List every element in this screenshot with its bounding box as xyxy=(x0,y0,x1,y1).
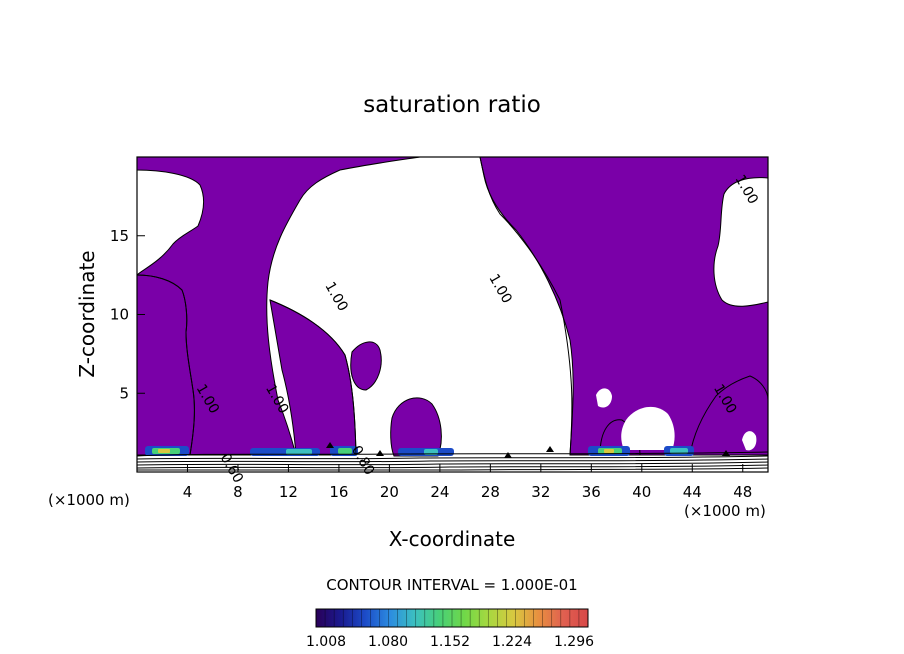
subsat-gap-c xyxy=(742,431,757,451)
colorbar-tick-label: 1.008 xyxy=(306,634,346,650)
contour-interval-label: CONTOUR INTERVAL = 1.000E-01 xyxy=(326,576,577,594)
marker-5 xyxy=(722,450,730,456)
unity-contour-center xyxy=(269,299,357,456)
y-tick-label: 5 xyxy=(119,384,129,402)
colorbar: 1.008 1.080 1.152 1.224 1.296 xyxy=(306,608,594,650)
x-tick-label: 28 xyxy=(481,483,500,501)
x-tick-label: 44 xyxy=(683,483,702,501)
saturation-bubble-a xyxy=(350,341,382,391)
x-tick-label: 12 xyxy=(279,483,298,501)
contour-line-6 xyxy=(137,467,768,471)
surface-markers xyxy=(326,442,730,458)
contour-line-1 xyxy=(137,451,768,457)
x-tick-label: 40 xyxy=(632,483,651,501)
core-band-3-inner xyxy=(338,448,352,454)
marker-2 xyxy=(376,450,384,456)
colorbar-ticks: 1.008 1.080 1.152 1.224 1.296 xyxy=(306,609,594,650)
contour-line-4 xyxy=(137,461,768,466)
colorbar-tick-label: 1.296 xyxy=(554,634,594,650)
contour-line-3 xyxy=(137,458,768,463)
chart-title: saturation ratio xyxy=(363,92,541,118)
subsat-gap-a xyxy=(596,388,612,408)
x-tick-label: 24 xyxy=(430,483,449,501)
core-band-6-inner xyxy=(670,448,688,454)
colorbar-tick-label: 1.152 xyxy=(430,634,470,650)
y-axis: 5 10 15 xyxy=(110,227,145,402)
marker-1 xyxy=(326,442,334,448)
unity-contour-outline xyxy=(137,157,573,456)
contour-line-5 xyxy=(137,464,768,469)
contour-line-2 xyxy=(137,455,768,460)
core-band-2-inner xyxy=(286,449,312,455)
marker-3 xyxy=(504,452,512,458)
core-band-5-peak xyxy=(604,449,614,453)
x-tick-label: 20 xyxy=(380,483,399,501)
subsat-gap-b xyxy=(621,406,675,450)
x-tick-label: 8 xyxy=(233,483,243,501)
y-axis-title: Z-coordinate xyxy=(75,250,99,377)
x-unit-label-right: (×1000 m) xyxy=(684,502,766,520)
x-tick-label: 32 xyxy=(531,483,550,501)
unity-contour-right xyxy=(479,157,573,456)
saturation-region-left xyxy=(137,157,421,456)
x-tick-label: 16 xyxy=(329,483,348,501)
x-tick-label: 4 xyxy=(183,483,193,501)
saturation-bubble-b xyxy=(390,397,442,457)
colorbar-tick-label: 1.080 xyxy=(368,634,408,650)
x-tick-label: 36 xyxy=(582,483,601,501)
unity-contour-left xyxy=(137,274,195,456)
marker-4 xyxy=(546,446,554,452)
x-axis: 4 8 12 16 20 24 28 32 36 40 44 48 xyxy=(183,464,752,501)
colorbar-tick-label: 1.224 xyxy=(492,634,532,650)
surface-contour-lines xyxy=(137,451,768,471)
core-band-1-peak xyxy=(158,449,170,453)
y-tick-label: 15 xyxy=(110,227,129,245)
x-unit-label-left: (×1000 m) xyxy=(48,491,130,509)
x-tick-label: 48 xyxy=(733,483,752,501)
x-axis-title: X-coordinate xyxy=(389,527,516,551)
plot-area xyxy=(137,157,768,472)
y-tick-label: 10 xyxy=(110,306,129,324)
